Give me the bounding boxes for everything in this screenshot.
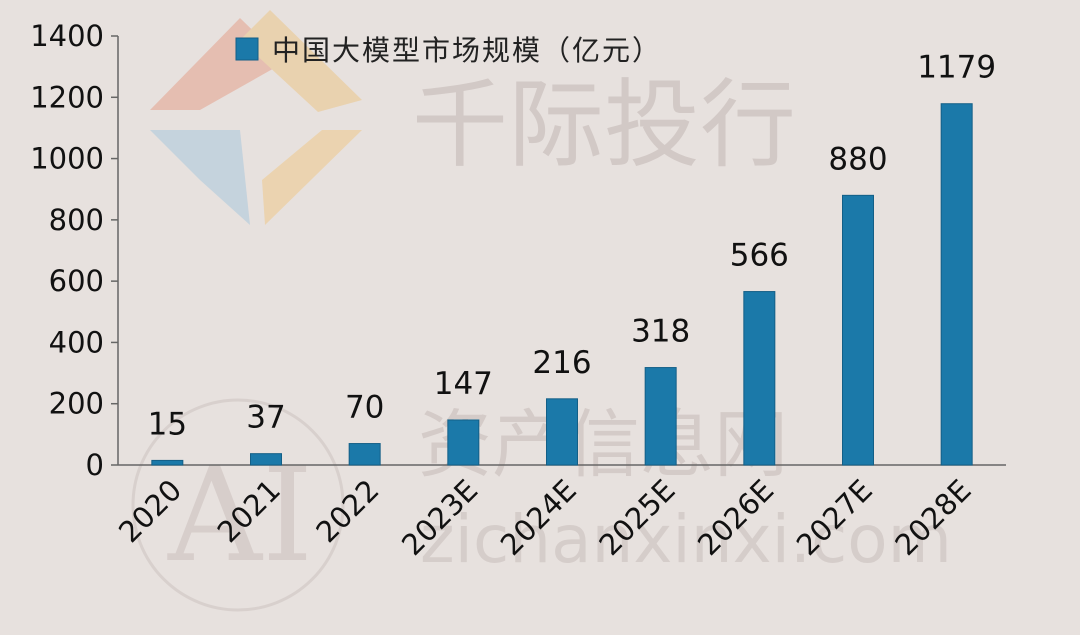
data-label: 15	[148, 406, 187, 442]
watermark-url: zichanxinxi.com	[420, 501, 952, 578]
data-label: 70	[345, 390, 384, 426]
data-label: 566	[730, 238, 789, 274]
y-tick-label: 1400	[30, 19, 104, 53]
watermark-brand: 千际投行	[412, 69, 796, 181]
legend-swatch	[235, 37, 259, 61]
legend-label: 中国大模型市场规模（亿元）	[272, 34, 662, 67]
y-tick-label: 1200	[30, 80, 104, 114]
data-label: 880	[828, 141, 887, 177]
bar	[743, 291, 776, 466]
bar	[546, 398, 578, 466]
bar	[151, 459, 184, 466]
watermark-site-cn: 资产信息网	[418, 402, 788, 488]
data-label: 37	[246, 400, 285, 436]
y-axis-ticks: 0 200 400 600 800 1000 1200 1400	[30, 19, 118, 482]
y-tick-label: 200	[49, 387, 104, 421]
y-tick-label: 600	[49, 264, 104, 298]
bar	[250, 453, 282, 466]
data-label: 318	[631, 314, 690, 350]
value-labels: 15 37 70 147 216 318 566 880 1179	[148, 50, 997, 443]
bar	[940, 103, 973, 466]
bar	[348, 443, 381, 466]
legend: 中国大模型市场规模（亿元）	[235, 34, 662, 67]
y-tick-label: 400	[49, 325, 104, 359]
bars	[151, 103, 973, 466]
y-tick-label: 1000	[30, 142, 104, 176]
data-label: 147	[434, 366, 493, 402]
y-tick-label: 0	[86, 448, 104, 482]
bar	[644, 367, 677, 466]
watermark-seal-icon	[131, 398, 345, 612]
bar	[842, 194, 874, 466]
x-tick-label: 2022	[309, 473, 385, 549]
y-tick-label: 800	[49, 203, 104, 237]
data-label: 1179	[917, 50, 996, 86]
data-label: 216	[532, 345, 591, 381]
bar	[447, 419, 480, 466]
